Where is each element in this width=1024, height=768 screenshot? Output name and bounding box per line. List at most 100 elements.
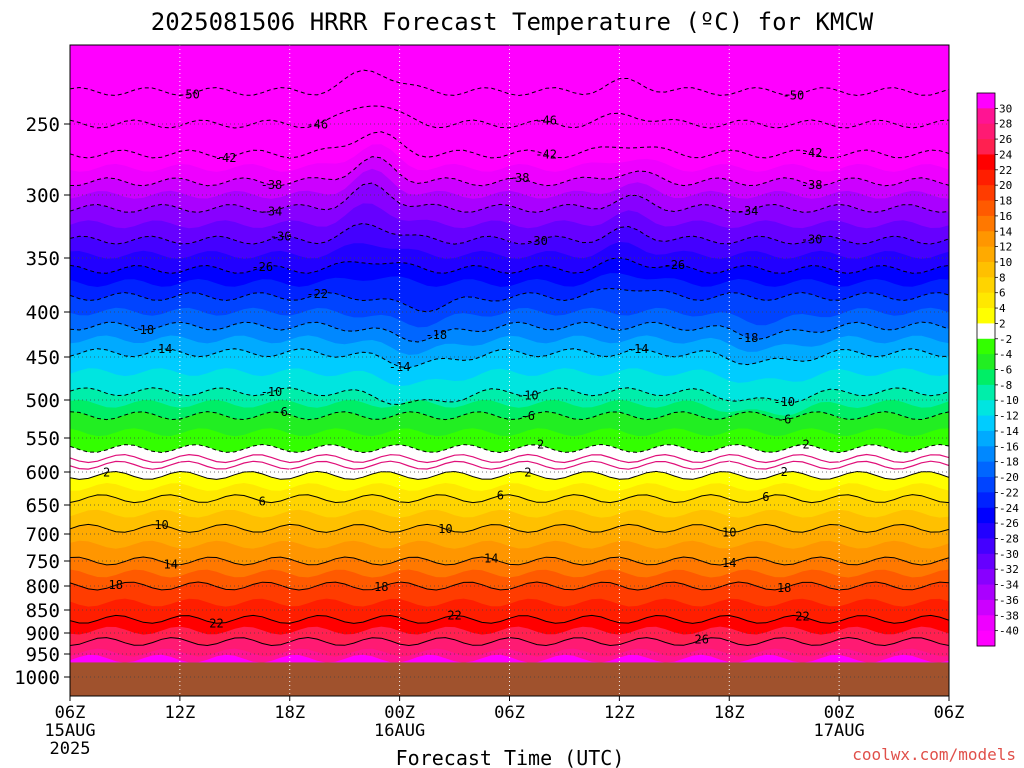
contour-label: 14 [163, 557, 177, 571]
chart-title: 2025081506 HRRR Forecast Temperature (ºC… [151, 8, 874, 36]
contour-label: -30 [270, 229, 292, 243]
zero-isotherm-line [70, 460, 949, 470]
colorbar-swatch [977, 308, 995, 324]
y-tick-label: 650 [26, 495, 60, 517]
colorbar-swatch [977, 354, 995, 370]
contour-label: -14 [151, 342, 173, 356]
colorbar-swatch [977, 369, 995, 386]
contour-label: -34 [261, 205, 283, 219]
colorbar-label: -32 [999, 563, 1019, 576]
contour-label: -30 [801, 232, 823, 246]
y-tick-label: 1000 [14, 667, 60, 689]
colorbar-swatch [977, 169, 995, 186]
colorbar-label: -6 [999, 364, 1012, 377]
colorbar-swatch [977, 185, 995, 202]
y-tick-label: 950 [26, 644, 60, 666]
colorbar-label: 8 [999, 271, 1006, 284]
y-tick-label: 400 [26, 302, 60, 324]
colorbar-swatch [977, 630, 995, 647]
colorbar-swatch [977, 553, 995, 570]
colorbar-label: -30 [999, 548, 1019, 561]
colorbar-label: -18 [999, 456, 1019, 469]
contour-line [70, 105, 949, 129]
contour-label: -26 [663, 258, 685, 272]
x-tick-label: 12Z [165, 703, 196, 723]
contour-label: -50 [783, 88, 805, 102]
x-tick-label: 00Z [384, 703, 415, 723]
colorbar-label: -20 [999, 471, 1019, 484]
colorbar-swatch [977, 492, 995, 509]
contour-label: -34 [737, 204, 759, 218]
colorbar-label: -4 [999, 348, 1013, 361]
colorbar-label: 28 [999, 118, 1012, 131]
colorbar-label: -26 [999, 517, 1019, 530]
y-tick-label: 850 [26, 600, 60, 622]
colorbar-label: 30 [999, 102, 1012, 115]
colorbar-label: 4 [999, 302, 1006, 315]
colorbar-label: 10 [999, 256, 1012, 269]
contour-label: 2 [781, 465, 788, 479]
contour-label: -38 [261, 178, 283, 192]
y-tick-label: 900 [26, 623, 60, 645]
colorbar-swatch [977, 231, 995, 248]
contour-label: 6 [259, 494, 266, 508]
contour-label: -10 [773, 395, 795, 409]
colorbar-label: 18 [999, 195, 1012, 208]
colorbar-swatch [977, 507, 995, 524]
colorbar-label: 24 [999, 148, 1013, 161]
contour-line [70, 287, 949, 313]
y-axis: 2503003504004505005506006507007508008509… [14, 114, 70, 689]
colorbar-swatch [977, 215, 995, 232]
contour-label: -6 [777, 413, 791, 427]
contour-label: 18 [374, 580, 388, 594]
colorbar-swatch [977, 123, 995, 140]
contour-line [70, 257, 949, 274]
colorbar-label: 16 [999, 210, 1012, 223]
contour-label: -18 [425, 328, 447, 342]
x-axis-title: Forecast Time (UTC) [396, 746, 625, 768]
y-tick-label: 750 [26, 551, 60, 573]
x-tick-label: 18Z [714, 703, 745, 723]
colorbar-swatch [977, 415, 995, 432]
colorbar-swatch [977, 338, 995, 355]
colorbar-label: -24 [999, 502, 1019, 515]
colorbar-label: -34 [999, 579, 1019, 592]
colorbar-swatch [977, 200, 995, 217]
contour-label: 10 [154, 518, 168, 532]
contour-label: 2 [524, 465, 531, 479]
contour-line [70, 182, 949, 213]
x-tick-date: 17AUG [814, 721, 865, 741]
contour-label: -50 [178, 87, 200, 101]
colorbar-swatch [977, 615, 995, 632]
colorbar-swatch [977, 430, 995, 447]
colorbar-label: -28 [999, 532, 1019, 545]
colorbar-label: 14 [999, 225, 1013, 238]
terrain-surface [70, 662, 949, 696]
y-tick-label: 450 [26, 347, 60, 369]
contour-line [70, 494, 949, 504]
colorbar-swatch [977, 446, 995, 463]
contour-line [70, 69, 949, 97]
colorbar-label: -40 [999, 625, 1019, 638]
x-tick-date: 16AUG [374, 721, 425, 741]
contour-line [70, 156, 949, 187]
y-tick-label: 700 [26, 524, 60, 546]
contour-label: -38 [801, 178, 823, 192]
contour-label: 22 [795, 609, 809, 623]
colorbar-swatch [977, 523, 995, 539]
colorbar-swatch [977, 246, 995, 263]
colorbar-label: 6 [999, 287, 1006, 300]
contour-label: -10 [261, 385, 283, 399]
colorbar: 30 28 26 24 22 20 18 16 14 12 10 8 6 4 2 -2 -4 -6 -8 -10 -12… [976, 92, 1019, 647]
colorbar-label: -2 [999, 333, 1012, 346]
contour-label: 18 [109, 578, 123, 592]
watermark: coolwx.com/models [852, 745, 1016, 764]
colorbar-swatch [977, 477, 995, 493]
colorbar-label: 2 [999, 317, 1006, 330]
colorbar-swatch [977, 384, 995, 401]
y-tick-label: 800 [26, 576, 60, 598]
contour-label: 14 [484, 551, 498, 565]
contour-label: 6 [497, 488, 504, 502]
contour-label: -46 [306, 117, 328, 131]
